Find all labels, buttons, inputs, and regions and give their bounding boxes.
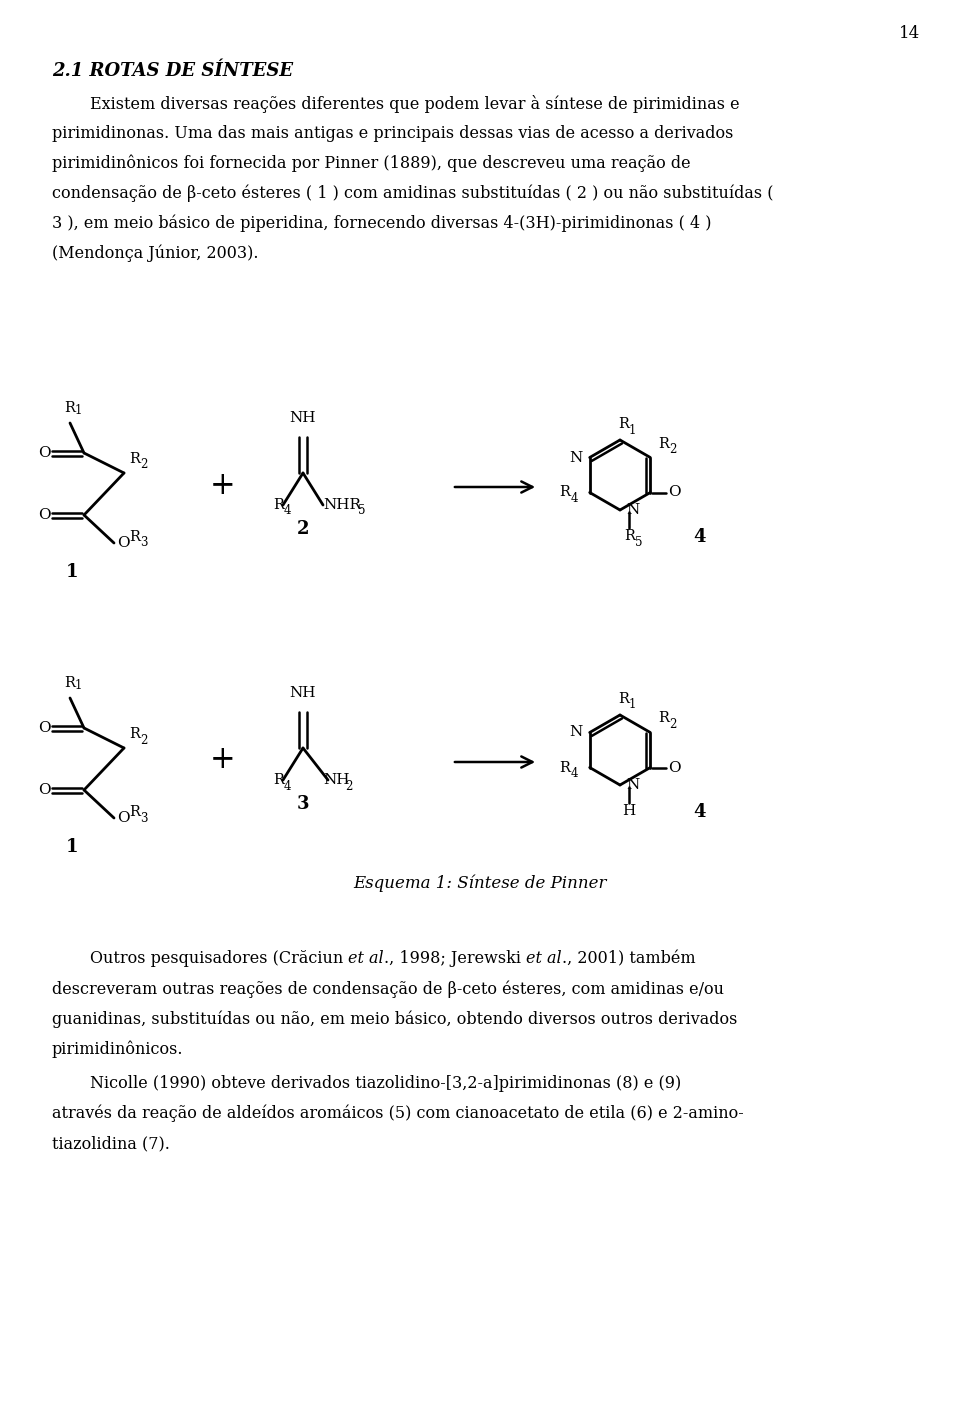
Text: 4: 4 (694, 803, 707, 821)
Text: R: R (560, 485, 570, 499)
Text: NH: NH (290, 686, 316, 700)
Text: R: R (64, 401, 75, 415)
Text: 2: 2 (140, 458, 148, 472)
Text: O: O (668, 485, 681, 499)
Text: R: R (560, 760, 570, 774)
Text: 1: 1 (65, 563, 79, 581)
Text: 2: 2 (669, 718, 677, 732)
Text: R: R (64, 676, 75, 691)
Text: R: R (624, 529, 635, 543)
Text: 4: 4 (570, 767, 578, 780)
Text: O: O (37, 720, 50, 735)
Text: pirimidinonas. Uma das mais antigas e principais dessas vias de acesso a derivad: pirimidinonas. Uma das mais antigas e pr… (52, 125, 733, 142)
Text: O: O (37, 783, 50, 797)
Text: 2: 2 (669, 442, 677, 457)
Text: R: R (129, 452, 140, 467)
Text: 3: 3 (140, 536, 148, 550)
Text: O: O (668, 760, 681, 774)
Text: 4: 4 (570, 492, 578, 505)
Text: +: + (210, 469, 236, 501)
Text: descreveram outras reações de condensação de β-ceto ésteres, com amidinas e/ou: descreveram outras reações de condensaçã… (52, 980, 724, 997)
Text: R: R (659, 712, 669, 726)
Text: NHR: NHR (323, 498, 361, 512)
Text: O: O (117, 536, 130, 550)
Text: 1: 1 (629, 699, 636, 712)
Text: Outros pesquisadores (Crăciun: Outros pesquisadores (Crăciun (90, 950, 348, 967)
Text: N: N (626, 503, 639, 518)
Text: (Mendonça Júnior, 2003).: (Mendonça Júnior, 2003). (52, 245, 258, 262)
Text: 1: 1 (75, 404, 83, 417)
Text: NH: NH (323, 773, 349, 787)
Text: R: R (129, 805, 140, 820)
Text: H: H (622, 804, 636, 818)
Text: ., 2001) também: ., 2001) também (562, 950, 695, 967)
Text: 3: 3 (140, 811, 148, 824)
Text: R: R (273, 498, 284, 512)
Text: N: N (569, 726, 583, 740)
Text: NH: NH (290, 411, 316, 425)
Text: 5: 5 (358, 505, 366, 518)
Text: Nicolle (1990) obteve derivados tiazolidino-[3,2-a]pirimidinonas (8) e (9): Nicolle (1990) obteve derivados tiazolid… (90, 1075, 682, 1092)
Text: R: R (659, 437, 669, 451)
Text: O: O (117, 811, 130, 825)
Text: O: O (37, 508, 50, 522)
Text: Existem diversas reações diferentes que podem levar à síntese de pirimidinas e: Existem diversas reações diferentes que … (90, 95, 739, 113)
Text: 4: 4 (284, 780, 292, 793)
Text: 5: 5 (635, 536, 642, 549)
Text: N: N (626, 778, 639, 793)
Text: Esquema 1: Síntese de Pinner: Esquema 1: Síntese de Pinner (353, 875, 607, 892)
Text: 1: 1 (629, 424, 636, 437)
Text: R: R (618, 692, 629, 706)
Text: 14: 14 (900, 26, 921, 43)
Text: 4: 4 (694, 527, 707, 546)
Text: 2.1 ROTAS DE SÍNTESE: 2.1 ROTAS DE SÍNTESE (52, 62, 293, 79)
Text: pirimidinônicos foi fornecida por Pinner (1889), que descreveu uma reação de: pirimidinônicos foi fornecida por Pinner… (52, 155, 690, 173)
Text: et al: et al (348, 950, 384, 967)
Text: 2: 2 (345, 780, 352, 793)
Text: R: R (618, 417, 629, 431)
Text: R: R (273, 773, 284, 787)
Text: 2: 2 (140, 733, 148, 746)
Text: pirimidinônicos.: pirimidinônicos. (52, 1039, 183, 1058)
Text: guanidinas, substituídas ou não, em meio básico, obtendo diversos outros derivad: guanidinas, substituídas ou não, em meio… (52, 1010, 737, 1028)
Text: ., 1998; Jerewski: ., 1998; Jerewski (384, 950, 526, 967)
Text: através da reação de aldeídos aromáicos (5) com cianoacetato de etila (6) e 2-am: através da reação de aldeídos aromáicos … (52, 1105, 744, 1123)
Text: N: N (569, 451, 583, 465)
Text: 1: 1 (75, 679, 83, 692)
Text: O: O (37, 447, 50, 459)
Text: 3: 3 (297, 795, 309, 813)
Text: 4: 4 (284, 505, 292, 518)
Text: et al: et al (526, 950, 562, 967)
Text: 1: 1 (65, 838, 79, 856)
Text: +: + (210, 744, 236, 776)
Text: tiazolidina (7).: tiazolidina (7). (52, 1134, 170, 1151)
Text: 2: 2 (297, 520, 309, 537)
Text: condensação de β-ceto ésteres ( 1 ) com amidinas substituídas ( 2 ) ou não subst: condensação de β-ceto ésteres ( 1 ) com … (52, 184, 774, 203)
Text: R: R (129, 530, 140, 545)
Text: R: R (129, 727, 140, 742)
Text: 3 ), em meio básico de piperidina, fornecendo diversas 4-(3H)-pirimidinonas ( 4 : 3 ), em meio básico de piperidina, forne… (52, 216, 711, 233)
